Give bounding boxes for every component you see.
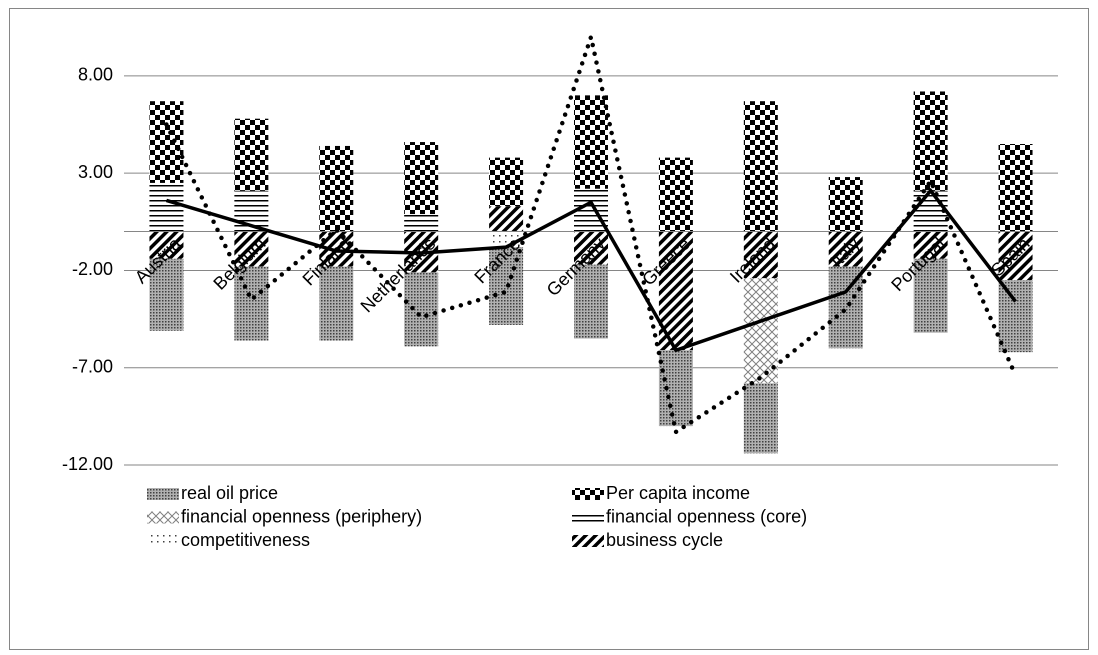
bar-segment xyxy=(404,272,439,347)
legend-label: competitiveness xyxy=(181,530,310,550)
bar-segment xyxy=(743,231,778,279)
legend-label: financial openness (periphery) xyxy=(181,506,422,526)
y-tick-label: 3.00 xyxy=(78,162,113,182)
bar-segment xyxy=(149,182,184,232)
bar-segment xyxy=(574,264,608,339)
y-tick-label: -12.00 xyxy=(62,454,113,474)
legend-item: financial openness (periphery) xyxy=(147,506,422,526)
bar-segment xyxy=(658,350,693,427)
legend-item: business cycle xyxy=(572,530,723,550)
legend-label: financial openness (core) xyxy=(606,506,807,526)
bar-segment xyxy=(998,144,1033,232)
bar-segment xyxy=(998,231,1033,281)
legend-item: financial openness (core) xyxy=(572,506,807,526)
bar-segment xyxy=(319,145,354,232)
bar-segment xyxy=(743,383,778,454)
bar-segment xyxy=(234,118,269,191)
bar-segment xyxy=(998,280,1033,353)
legend-swatch xyxy=(572,488,604,500)
bar-segment xyxy=(319,266,354,341)
legend-swatch xyxy=(147,535,179,547)
legend-swatch xyxy=(147,488,179,500)
chart-border xyxy=(9,8,1089,650)
legend-item: competitiveness xyxy=(147,530,310,550)
legend-item: Per capita income xyxy=(572,483,750,503)
y-tick-label: -2.00 xyxy=(72,259,113,279)
legend-swatch xyxy=(147,511,179,524)
bar-segment xyxy=(658,157,693,232)
legend-label: business cycle xyxy=(606,530,723,550)
bar-segment xyxy=(149,231,184,259)
bar-segment xyxy=(828,231,863,267)
legend-swatch xyxy=(572,535,604,547)
bar-segment xyxy=(913,91,948,191)
bar-segment xyxy=(489,206,524,232)
bar-segment xyxy=(743,101,778,232)
bar-segment xyxy=(574,95,608,189)
legend-item: real oil price xyxy=(147,483,278,503)
y-tick-label: -7.00 xyxy=(72,356,113,376)
bar-segment xyxy=(489,157,524,207)
legend-label: real oil price xyxy=(181,483,278,503)
line xyxy=(164,28,1018,436)
bar-segment xyxy=(149,101,184,183)
bar-segment xyxy=(574,231,608,265)
bar-segment xyxy=(828,177,863,232)
legend-swatch xyxy=(572,511,604,524)
bar-segment xyxy=(234,231,269,267)
bar-segment xyxy=(149,258,184,331)
bar-segment xyxy=(913,258,948,333)
bar-segment xyxy=(404,214,439,232)
legend-label: Per capita income xyxy=(606,483,750,503)
line xyxy=(165,187,1017,353)
bar-segment xyxy=(913,231,948,259)
y-tick-label: 8.00 xyxy=(78,65,113,85)
bar-segment xyxy=(404,142,439,215)
